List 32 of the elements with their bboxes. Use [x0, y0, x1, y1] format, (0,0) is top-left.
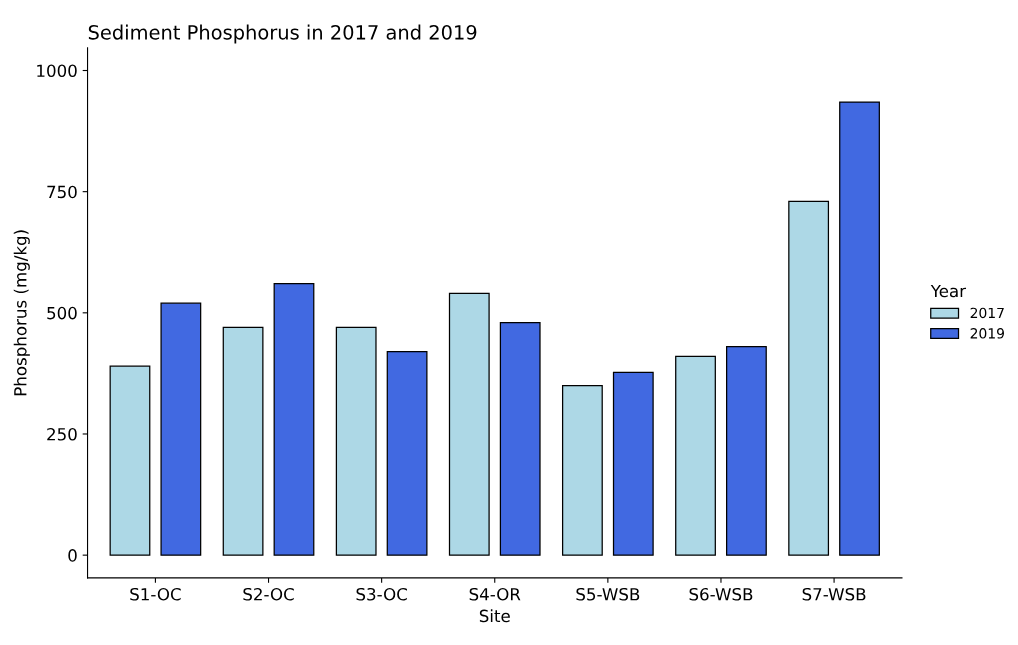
bar — [448, 292, 490, 556]
x-tick-label: S7-WSB — [802, 587, 866, 601]
bar — [839, 101, 880, 556]
bar — [109, 365, 151, 556]
chart-title: Sediment Phosphorus in 2017 and 2019 — [88, 24, 477, 44]
x-tick-label: S6-WSB — [689, 587, 753, 601]
bar — [273, 283, 315, 556]
bar — [222, 326, 264, 556]
x-tick-label: S2-OC — [243, 587, 294, 601]
legend-label: 2019 — [970, 328, 1004, 339]
bar — [675, 355, 716, 556]
y-tick-label: 500 — [47, 306, 77, 320]
x-axis-title: Site — [479, 609, 510, 623]
bar — [612, 371, 654, 556]
y-tick-label: 250 — [47, 427, 77, 441]
x-tick-label: S4-OR — [469, 587, 521, 601]
bar — [335, 326, 377, 556]
x-tick-label: S3-OC — [356, 587, 407, 601]
bar — [386, 350, 428, 556]
bar — [726, 346, 767, 556]
x-tick-label: S1-OC — [130, 587, 181, 601]
y-tick-label: 1000 — [37, 64, 77, 78]
x-tick-label: S5-WSB — [576, 587, 640, 601]
bar — [499, 321, 541, 556]
legend-label: 2017 — [970, 307, 1004, 319]
bar — [160, 302, 202, 556]
bar — [561, 384, 603, 556]
y-axis-title: Phosphorus (mg/kg) — [13, 230, 30, 396]
bar — [788, 200, 830, 556]
y-tick-label: 0 — [68, 549, 77, 562]
legend-title: Year — [930, 284, 967, 298]
y-tick-label: 750 — [47, 185, 77, 199]
